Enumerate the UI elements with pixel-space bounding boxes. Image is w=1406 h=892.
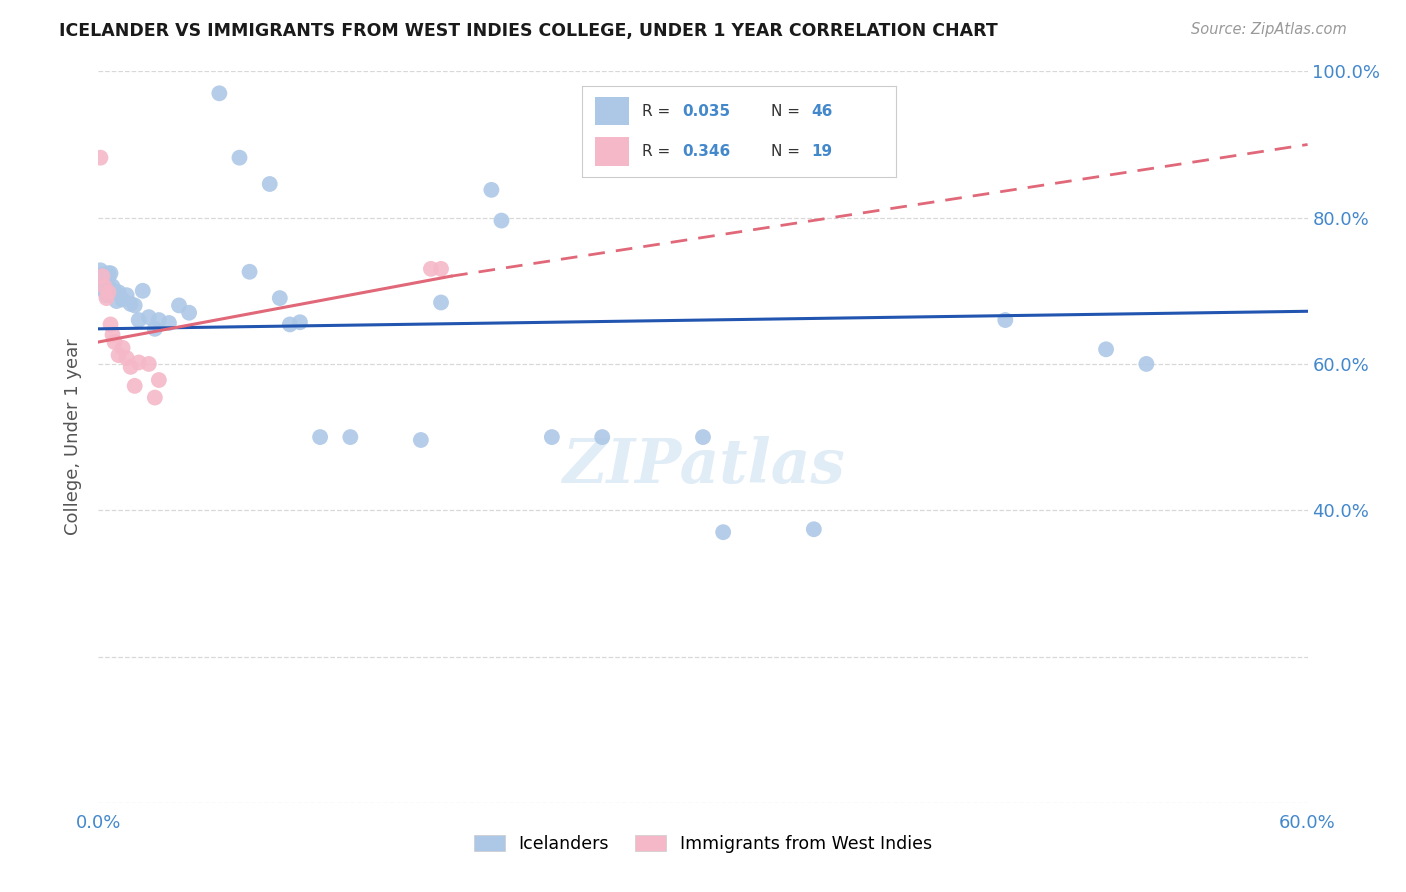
Point [208, 87, 231, 101]
Point [803, 522, 825, 536]
Point [409, 433, 432, 447]
Point [430, 261, 453, 276]
Point [157, 316, 180, 330]
Point [228, 151, 250, 165]
Point [143, 391, 166, 405]
Point [143, 322, 166, 336]
Point [89, 151, 111, 165]
Point [259, 177, 281, 191]
Point [148, 373, 170, 387]
Point [111, 341, 134, 355]
Point [96, 291, 118, 305]
Point [107, 285, 129, 300]
Point [540, 430, 562, 444]
Point [97, 270, 120, 285]
Point [124, 298, 146, 312]
Point [124, 379, 146, 393]
Point [120, 359, 142, 374]
Text: ZIPatlas: ZIPatlas [561, 436, 845, 496]
Point [103, 334, 125, 349]
Text: Source: ZipAtlas.com: Source: ZipAtlas.com [1191, 22, 1347, 37]
Point [239, 265, 262, 279]
Point [994, 313, 1017, 327]
Point [89, 263, 111, 277]
Point [481, 183, 503, 197]
Point [420, 261, 443, 276]
Point [269, 291, 291, 305]
Y-axis label: College, Under 1 year: College, Under 1 year [65, 339, 83, 535]
Point [591, 430, 613, 444]
Point [101, 327, 124, 342]
Point [1095, 343, 1118, 357]
Point [167, 298, 190, 312]
Point [101, 279, 124, 293]
Point [138, 310, 160, 325]
Point [128, 313, 150, 327]
Point [692, 430, 714, 444]
Text: ICELANDER VS IMMIGRANTS FROM WEST INDIES COLLEGE, UNDER 1 YEAR CORRELATION CHART: ICELANDER VS IMMIGRANTS FROM WEST INDIES… [59, 22, 998, 40]
Point [309, 430, 332, 444]
Point [132, 284, 155, 298]
Point [96, 288, 118, 302]
Point [97, 266, 120, 280]
Point [91, 268, 114, 282]
Point [100, 266, 122, 280]
Legend: Icelanders, Immigrants from West Indies: Icelanders, Immigrants from West Indies [467, 828, 939, 860]
Point [91, 269, 114, 284]
Point [1135, 357, 1157, 371]
Point [91, 274, 114, 288]
Point [138, 357, 160, 371]
Point [111, 293, 134, 307]
Point [128, 355, 150, 369]
Point [491, 213, 513, 227]
Point [711, 525, 734, 540]
Point [93, 270, 115, 285]
Point [115, 288, 138, 302]
Point [93, 279, 115, 293]
Point [288, 315, 311, 329]
Point [105, 293, 128, 308]
Point [120, 297, 142, 311]
Point [148, 313, 170, 327]
Point [430, 295, 453, 310]
Point [339, 430, 361, 444]
Point [107, 348, 129, 362]
Point [103, 284, 125, 298]
Point [115, 351, 138, 365]
Point [97, 285, 120, 300]
Point [179, 306, 201, 320]
Point [278, 318, 301, 332]
Point [93, 284, 115, 298]
Point [100, 318, 122, 332]
